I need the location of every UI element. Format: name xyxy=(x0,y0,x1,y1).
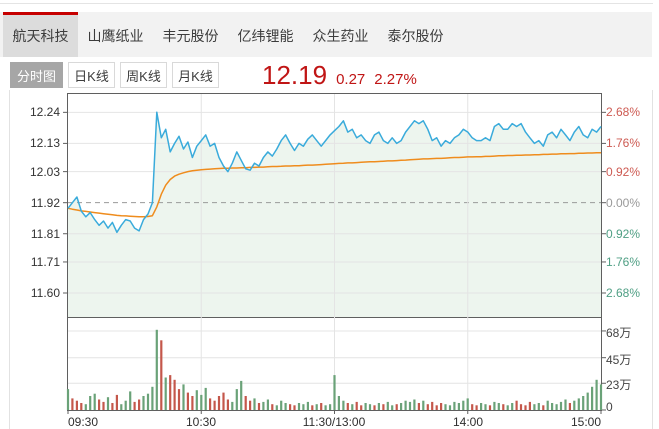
tab-daily-kline[interactable]: 日K线 xyxy=(68,62,115,88)
time-tick: 09:30 xyxy=(68,415,99,429)
percent-tick: 2.68% xyxy=(606,105,641,120)
price-tick: 12.13 xyxy=(29,136,60,151)
current-price: 12.19 xyxy=(262,60,328,90)
time-tick: 10:30 xyxy=(185,415,217,429)
container-left-border xyxy=(9,90,10,429)
price-tick: 11.92 xyxy=(30,195,60,210)
chart-type-toolbar: 分时图 日K线 周K线 月K线 xyxy=(10,62,224,88)
stock-tab-2[interactable]: 山鹰纸业 xyxy=(87,28,144,44)
price-tick: 11.60 xyxy=(30,286,60,300)
stock-tab-4[interactable]: 亿纬锂能 xyxy=(237,28,294,44)
time-tick: 11:30/13:00 xyxy=(302,415,366,429)
stock-tab-5[interactable]: 众生药业 xyxy=(312,28,369,44)
volume-tick: 45万 xyxy=(606,352,632,367)
percent-tick: 2.68% xyxy=(606,286,641,300)
price-tick: 11.71 xyxy=(30,254,60,269)
volume-plot[interactable] xyxy=(66,317,606,414)
price-plot[interactable] xyxy=(63,93,606,318)
percent-tick: 0.92% xyxy=(606,164,641,179)
price-tick: 12.24 xyxy=(29,105,60,120)
volume-plot-canvas[interactable] xyxy=(66,317,606,414)
volume-tick: 0 xyxy=(606,400,613,414)
stock-tab-3[interactable]: 丰元股份 xyxy=(162,28,219,44)
intraday-chart: 12.24 12.13 12.03 11.92 11.81 11.71 11.6… xyxy=(0,93,659,429)
time-tick: 15:00 xyxy=(570,415,601,429)
percent-tick: 0.92% xyxy=(606,226,641,241)
stock-tab-1[interactable]: 航天科技 xyxy=(3,12,78,57)
price-plot-canvas[interactable] xyxy=(63,94,606,317)
percent-tick: 0.00% xyxy=(606,195,641,210)
price-tick: 11.81 xyxy=(30,226,60,241)
stock-tab-bar: 航天科技 山鹰纸业 丰元股份 亿纬锂能 众生药业 泰尔股份 xyxy=(0,12,652,57)
price-change: 0.27 xyxy=(336,71,366,88)
percent-tick: 1.76% xyxy=(606,136,641,151)
time-tick: 14:00 xyxy=(452,415,484,429)
volume-tick: 23万 xyxy=(606,378,632,393)
price-tick: 12.03 xyxy=(29,164,60,179)
tab-monthly-kline[interactable]: 月K线 xyxy=(172,62,219,88)
percent-tick: 1.76% xyxy=(606,254,641,269)
tab-minute-chart[interactable]: 分时图 xyxy=(10,62,63,88)
container-right-border xyxy=(652,90,653,429)
volume-tick: 68万 xyxy=(606,325,632,340)
quote-readout: 12.19 0.27 2.27% xyxy=(262,60,417,91)
price-change-percent: 2.27% xyxy=(374,71,417,88)
tab-weekly-kline[interactable]: 周K线 xyxy=(120,62,167,88)
stock-tab-6[interactable]: 泰尔股份 xyxy=(387,28,444,44)
top-divider xyxy=(0,3,653,4)
